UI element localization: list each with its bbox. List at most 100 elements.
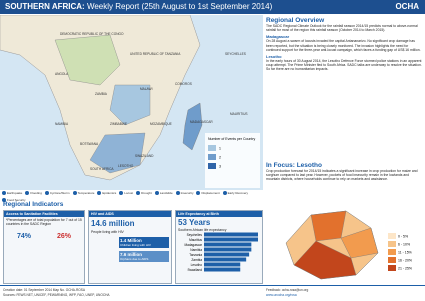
legend-label: 11 - 15% — [398, 251, 412, 255]
event-icon — [196, 191, 201, 195]
legend-swatch — [388, 257, 396, 263]
life-value: 53 Years — [178, 218, 211, 227]
event-icon — [97, 191, 102, 195]
hiv-children-caption: Children living with HIV — [120, 243, 151, 248]
bar — [204, 237, 258, 242]
legend-label: 6 - 10% — [398, 243, 410, 247]
overview-heading: Regional Overview — [266, 17, 325, 24]
event-icon — [154, 191, 159, 195]
event-icon — [119, 191, 124, 195]
section-text: On 28 August a swarm of locusts invaded … — [266, 39, 421, 52]
country-label: ANGOLA — [55, 72, 69, 76]
panel-title: Access to Sanitation Facilities — [4, 211, 84, 217]
event-item: Epidemics — [97, 191, 116, 195]
bar-label: Swaziland — [187, 268, 202, 272]
bar — [204, 252, 250, 257]
legend-swatch — [208, 145, 216, 151]
country-label: MOZAMBIQUE — [150, 122, 172, 126]
event-item: Drought — [136, 191, 152, 195]
land — [0, 15, 201, 181]
district-shape — [310, 210, 347, 242]
country-shape — [89, 132, 146, 174]
event-label: Insecurity — [180, 191, 194, 195]
legend-label: 16 - 20% — [398, 259, 412, 263]
focus-heading: In Focus: Lesotho — [266, 162, 322, 169]
bar-label: Tanzania — [189, 253, 202, 257]
country-shape — [109, 84, 151, 126]
legend-box — [205, 133, 260, 188]
legend-swatch — [208, 154, 216, 160]
logo: OCHA — [395, 2, 419, 11]
header: SOUTHERN AFRICA: Weekly Report (25th Aug… — [0, 0, 425, 14]
focus-text: Crop production forecast for 2014/15 ind… — [266, 169, 418, 182]
event-icon — [175, 191, 180, 195]
legend-swatch — [388, 265, 396, 271]
hiv-orphans-value: 7.6 million — [120, 252, 143, 258]
legend-label: 2 — [219, 156, 221, 160]
hiv-caption: People living with HIV — [91, 230, 124, 234]
event-item: Landslide — [154, 191, 173, 195]
overview: Regional Overview The SADC Regional Clim… — [266, 17, 422, 72]
legend-label: 21 - 25% — [398, 267, 412, 271]
country-label: COMOROS — [175, 82, 192, 86]
event-icon — [222, 191, 227, 195]
event-item: Flooding — [25, 191, 42, 195]
event-label: Flooding — [30, 191, 42, 195]
bar — [204, 242, 252, 247]
country-label: MALAWI — [140, 87, 153, 91]
event-item: Insecurity — [175, 191, 194, 195]
madagascar-shape — [182, 102, 203, 151]
bar-label: Mauritius — [189, 238, 202, 242]
legend-swatch — [388, 249, 396, 255]
event-icon — [44, 191, 49, 195]
title-main: SOUTHERN AFRICA: — [5, 2, 85, 11]
country-label: UNITED REPUBLIC OF TANZANIA — [130, 52, 181, 56]
event-label: Landslide — [159, 191, 173, 195]
section-text: In the early hours of 30 August 2014, th… — [266, 59, 422, 72]
legend-swatch — [388, 233, 396, 239]
bar-label: Namibia — [190, 248, 202, 252]
life-chart: SeychellesMauritiusMadagascarNamibiaTanz… — [184, 232, 258, 272]
focus: In Focus: Lesotho Crop production foreca… — [266, 162, 422, 182]
event-icon — [2, 198, 6, 202]
title: SOUTHERN AFRICA: Weekly Report (25th Aug… — [5, 2, 272, 11]
event-label: Displacement — [201, 191, 220, 195]
legend-label: 1 — [219, 147, 221, 151]
legend-label: 3 — [219, 165, 221, 169]
country-label: SWAZILAND — [135, 154, 154, 158]
event-item: Locust — [119, 191, 133, 195]
life-panel: Life Expectancy at Birth 53 Years Southe… — [175, 210, 263, 284]
panel-title: HIV and AIDS — [89, 211, 171, 217]
bar — [204, 257, 247, 262]
lesotho-map: 0 - 5% 6 - 10% 11 - 15% 16 - 20% 21 - 25% — [285, 210, 412, 280]
country-label: ZIMBABWE — [110, 122, 127, 126]
title-sub: Weekly Report (25th August to 1st Septem… — [86, 2, 273, 11]
country-shape — [54, 34, 121, 86]
event-label: Locust — [124, 191, 134, 195]
event-label: Earthquake — [7, 191, 23, 195]
event-icon — [136, 191, 141, 195]
event-icon — [72, 191, 77, 195]
footer: Creation date: 01 September 2014 Map No.… — [0, 285, 425, 301]
legend-swatch — [388, 241, 396, 247]
event-label: Food Security — [7, 198, 26, 202]
sanitation-panel: Access to Sanitation Facilities *Percent… — [3, 210, 85, 284]
bar-label: Madagascar — [184, 243, 202, 247]
region-map: DEMOCRATIC REPUBLIC OF THE CONGO UNITED R… — [0, 15, 263, 190]
event-label: Early Recovery — [227, 191, 248, 195]
hiv-orphans-caption: Orphans due to AIDS — [120, 257, 149, 262]
indicators-heading: Regional Indicators — [3, 201, 64, 208]
event-label: Epidemics — [102, 191, 117, 195]
life-caption: Southern African life expectancy — [178, 228, 227, 232]
country-label: MAURITIUS — [230, 112, 248, 116]
country-label: LESOTHO — [118, 164, 134, 168]
hiv-children-value: 1.4 Million — [120, 238, 142, 244]
event-label: Temperature — [77, 191, 95, 195]
overview-intro: The SADC Regional Climate Outlook for th… — [266, 24, 418, 33]
footer-feedback: Feedback: ocha-rosa@un.org — [266, 288, 309, 292]
footer-web[interactable]: www.unocha.org/rosa — [266, 293, 297, 297]
country-label: NAMIBIA — [55, 122, 69, 126]
hiv-value: 14.6 million — [91, 219, 135, 228]
bar — [204, 262, 241, 267]
event-item: Cyclone/Storm — [44, 191, 70, 195]
